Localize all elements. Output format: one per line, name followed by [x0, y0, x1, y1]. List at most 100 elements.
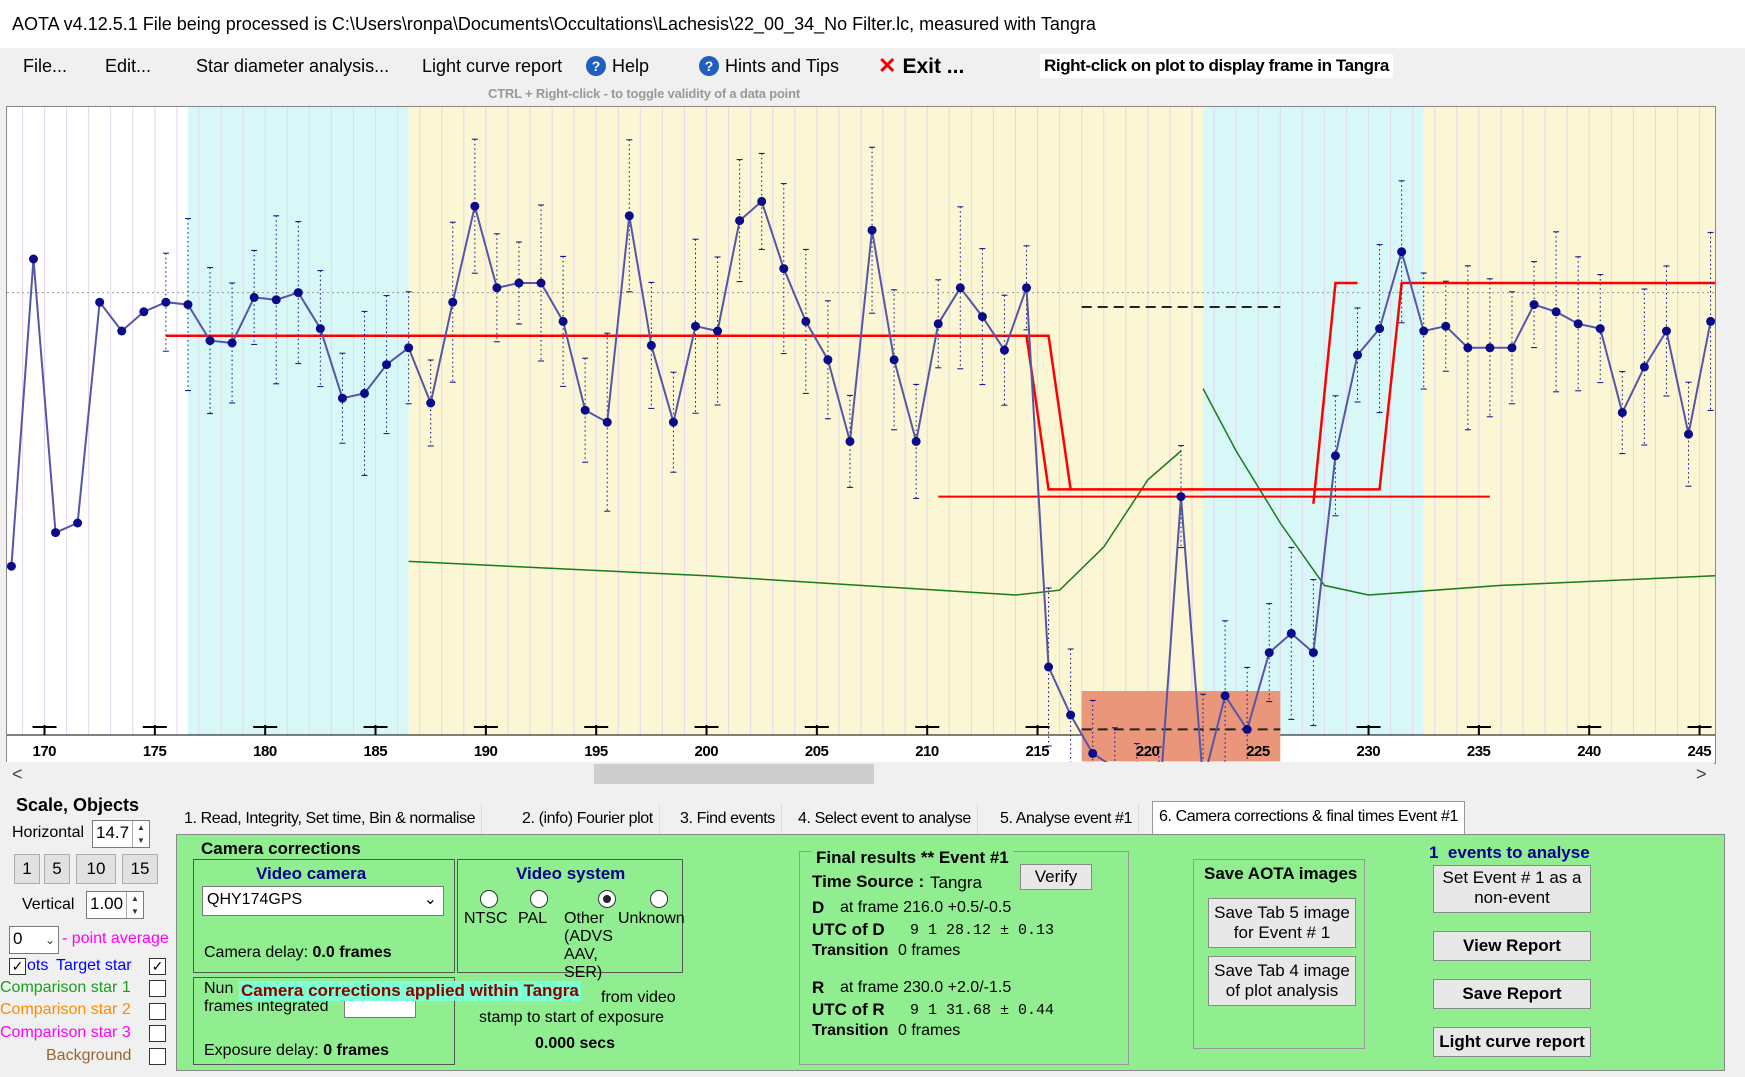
comparison-star-1-checkbox[interactable]: [149, 980, 166, 997]
exposure-delay-value: 0 frames: [323, 1042, 390, 1059]
data-point: [1684, 429, 1694, 439]
scale-button-15[interactable]: 15: [122, 854, 158, 884]
camera-corrections-title: Camera corrections: [201, 839, 361, 858]
utc-d-label: UTC of D: [812, 920, 885, 939]
light-curve-report-button[interactable]: Light curve report: [1433, 1027, 1591, 1057]
data-point: [95, 297, 105, 307]
save-report-button[interactable]: Save Report: [1433, 979, 1591, 1009]
horizontal-label: Horizontal: [12, 824, 85, 841]
target-star-label: Target star: [56, 957, 132, 974]
time-source-label: Time Source :: [812, 872, 925, 891]
data-point: [801, 316, 811, 326]
tab-read-integrity[interactable]: 1. Read, Integrity, Set time, Bin & norm…: [178, 804, 483, 834]
radio-unknown[interactable]: [650, 890, 668, 908]
data-point: [602, 417, 612, 427]
data-point: [1661, 326, 1671, 336]
d-label: D: [812, 898, 825, 917]
background-checkbox[interactable]: [149, 1048, 166, 1065]
x-tick-label: 170: [32, 743, 57, 760]
chevron-down-icon[interactable]: ⌄: [44, 933, 56, 947]
radio-other[interactable]: [598, 890, 616, 908]
point-average-select[interactable]: 0 ⌄: [9, 926, 59, 954]
data-point: [690, 321, 700, 331]
horizontal-scrollbar[interactable]: < >: [6, 762, 1714, 788]
camera-corrections-applied-message: Camera corrections applied within Tangra: [239, 981, 581, 1001]
data-point: [580, 405, 590, 415]
radio-pal[interactable]: [530, 890, 548, 908]
data-point: [1441, 321, 1451, 331]
data-point: [1639, 362, 1649, 372]
x-tick-label: 190: [473, 743, 498, 760]
menu-help[interactable]: ? Help: [586, 56, 649, 77]
data-point: [1264, 648, 1274, 658]
x-tick-label: 245: [1687, 743, 1712, 760]
frames-integrated-input[interactable]: [344, 1000, 416, 1018]
save-tab4-button[interactable]: Save Tab 4 image of plot analysis: [1208, 956, 1356, 1006]
video-system-title: Video system: [516, 864, 626, 883]
data-point: [139, 307, 149, 317]
close-icon: ✕: [878, 53, 897, 78]
stamp-value: 0.000 secs: [535, 1035, 616, 1052]
radio-ntsc[interactable]: [480, 890, 498, 908]
data-point: [1088, 748, 1098, 758]
non-event-button[interactable]: Set Event # 1 as a non-event: [1433, 865, 1591, 913]
data-point: [249, 292, 259, 302]
data-point: [757, 196, 767, 206]
scroll-thumb[interactable]: [594, 764, 874, 784]
target-star-checkbox[interactable]: ✓: [149, 958, 166, 975]
utc-r-label: UTC of R: [812, 1000, 885, 1019]
tab-analyse-event[interactable]: 5. Analyse event #1: [994, 804, 1140, 834]
video-system-group: Video system NTSC PAL Other (ADVS AAV, S…: [457, 859, 685, 981]
window-title: AOTA v4.12.5.1 File being processed is C…: [12, 14, 1096, 34]
scale-button-5[interactable]: 5: [44, 854, 70, 884]
tab-fourier-plot[interactable]: 2. (info) Fourier plot: [516, 804, 660, 834]
tab-camera-corrections[interactable]: 6. Camera corrections & final times Even…: [1152, 801, 1465, 834]
menu-star-diameter[interactable]: Star diameter analysis...: [196, 56, 390, 76]
verify-button[interactable]: Verify: [1020, 864, 1092, 890]
spin-arrows-icon[interactable]: ▲ ▼: [126, 892, 143, 918]
data-point: [1419, 326, 1429, 336]
background-band: [187, 107, 409, 735]
data-point: [337, 393, 347, 403]
title-bar: AOTA v4.12.5.1 File being processed is C…: [0, 0, 1745, 49]
scroll-left-icon[interactable]: <: [12, 764, 23, 784]
comparison-star-2-label: Comparison star 2: [0, 1001, 131, 1018]
data-point: [448, 297, 458, 307]
help-icon: ?: [699, 56, 719, 76]
vertical-scale-input[interactable]: 1.00 ▲ ▼: [86, 891, 144, 919]
comparison-star-3-checkbox[interactable]: [149, 1025, 166, 1042]
light-curve-svg[interactable]: [7, 107, 1715, 763]
data-point: [514, 278, 524, 288]
x-tick-label: 195: [584, 743, 608, 760]
model-curve-outer: [165, 281, 1715, 491]
menu-hints[interactable]: ? Hints and Tips: [699, 56, 839, 77]
data-point: [293, 288, 303, 298]
save-tab5-button[interactable]: Save Tab 5 image for Event # 1: [1208, 898, 1356, 948]
view-report-button[interactable]: View Report: [1433, 931, 1591, 961]
horizontal-scale-input[interactable]: 14.7 ▲ ▼: [92, 820, 150, 848]
camera-model-select[interactable]: QHY174GPS ⌄: [202, 886, 444, 916]
menu-light-curve-report[interactable]: Light curve report: [422, 56, 563, 76]
comparison-star-1-label: Comparison star 1: [0, 979, 131, 996]
scroll-right-icon[interactable]: >: [1696, 764, 1707, 784]
menu-edit[interactable]: Edit...: [105, 56, 152, 76]
tab-find-events[interactable]: 3. Find events: [674, 804, 782, 834]
camera-delay-label: Camera delay: 0.0 frames: [204, 944, 392, 961]
scale-button-1[interactable]: 1: [14, 854, 40, 884]
ctrl-right-click-hint: CTRL + Right-click - to toggle validity …: [488, 86, 800, 101]
menu-exit[interactable]: ✕ Exit ...: [878, 53, 964, 79]
x-tick-label: 225: [1246, 743, 1270, 760]
comparison-star-2-checkbox[interactable]: [149, 1003, 166, 1020]
scale-button-10[interactable]: 10: [76, 854, 116, 884]
menu-file[interactable]: File...: [23, 56, 68, 76]
camera-corrections-panel: Camera corrections Video camera QHY174GP…: [176, 834, 1725, 1071]
stamp-label-2: stamp to start of exposure: [479, 1009, 664, 1026]
data-point: [1044, 662, 1054, 672]
spin-arrows-icon[interactable]: ▲ ▼: [132, 821, 149, 847]
light-curve-plot[interactable]: 170 175 180 185 190 195 200 205 210 215 220 225 230 2…: [6, 106, 1716, 764]
menu-help-label: Help: [612, 56, 650, 76]
tab-select-event[interactable]: 4. Select event to analyse: [792, 804, 978, 834]
x-tick-label: 200: [694, 743, 719, 760]
pts-checkbox[interactable]: ✓: [9, 958, 26, 975]
other-label: Other (ADVS AAV, SER): [564, 910, 613, 981]
